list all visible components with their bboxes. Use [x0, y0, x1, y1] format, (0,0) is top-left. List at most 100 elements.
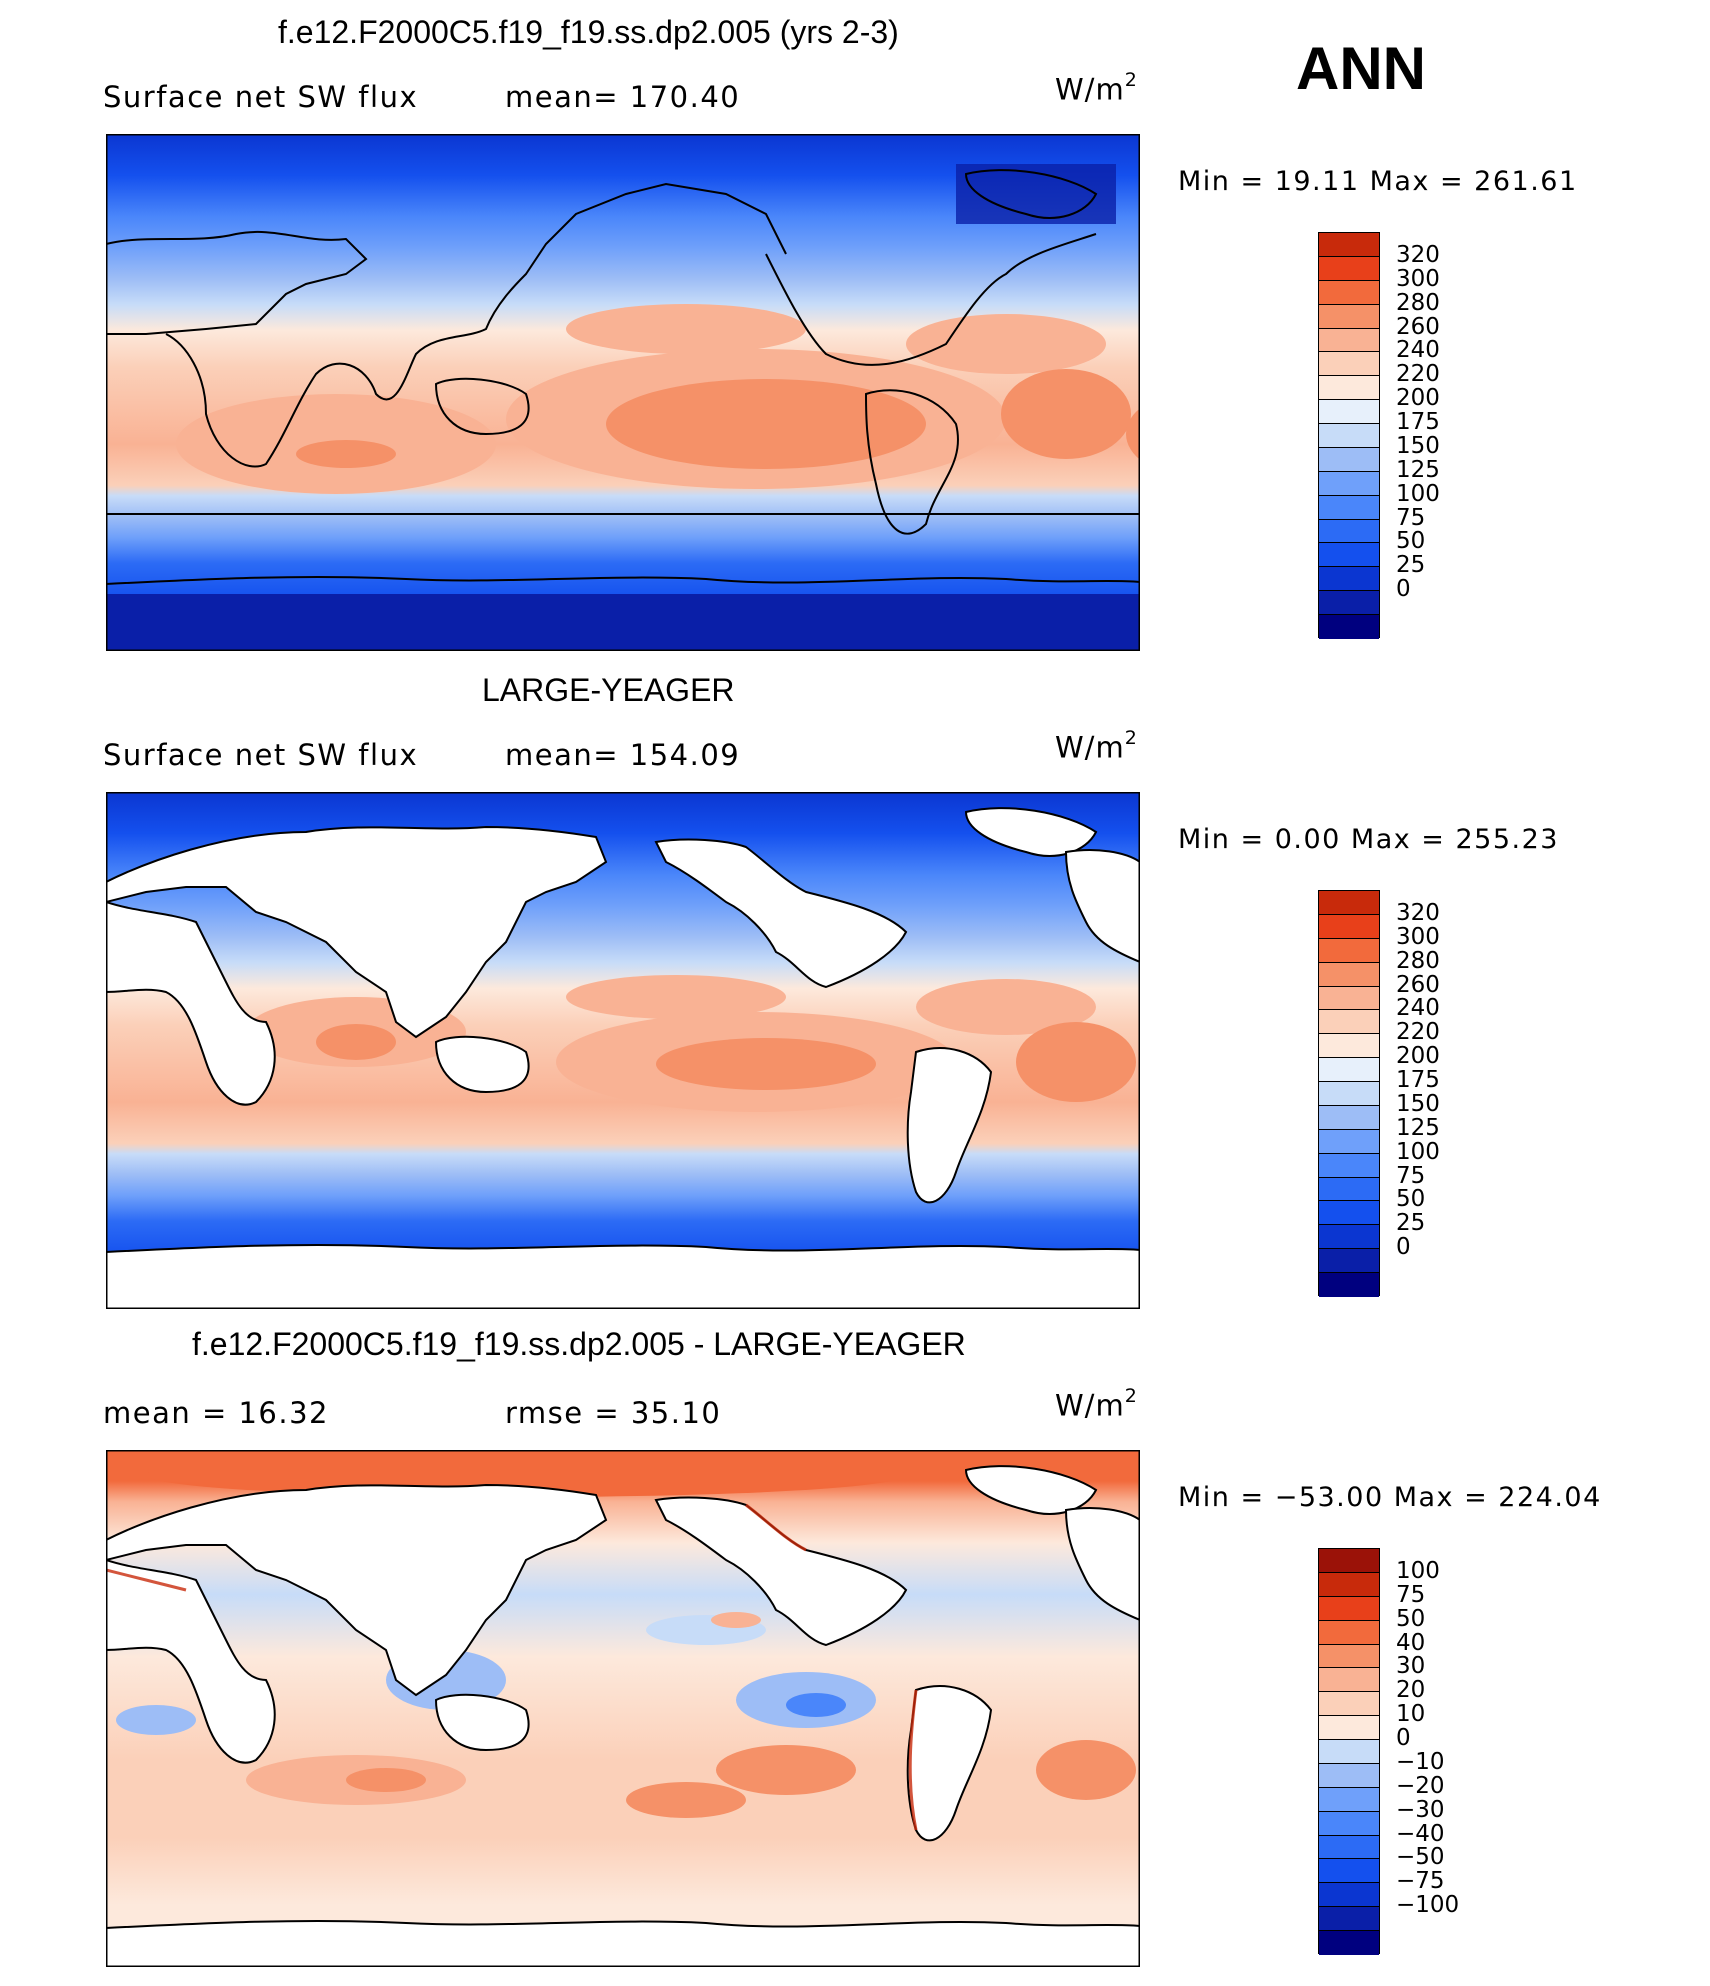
- colorbar-tick-label: 200: [1396, 1043, 1440, 1070]
- colorbar-segment: [1319, 615, 1379, 639]
- colorbar-tick-label: 40: [1396, 1629, 1426, 1656]
- colorbar-segment: [1319, 1811, 1379, 1836]
- colorbar-tick-label: −30: [1396, 1796, 1445, 1823]
- colorbar-segment: [1319, 567, 1379, 592]
- panel-1-map: [106, 134, 1140, 651]
- panel-3-rmse-label: rmse = 35.10: [505, 1396, 722, 1430]
- colorbar-tick-label: 100: [1396, 1557, 1440, 1584]
- colorbar-tick-label: −20: [1396, 1772, 1445, 1799]
- colorbar-segment: [1319, 1549, 1379, 1573]
- colorbar-segment: [1319, 1668, 1379, 1693]
- colorbar-tick-label: 320: [1396, 899, 1440, 926]
- colorbar-segment: [1319, 280, 1379, 305]
- panel-2-variable-label: Surface net SW flux: [103, 738, 419, 772]
- panel-1-title: f.e12.F2000C5.f19_f19.ss.dp2.005 (yrs 2-…: [278, 14, 899, 50]
- colorbar-tick-label: 10: [1396, 1701, 1426, 1728]
- panel-1-colorbar: [1318, 232, 1380, 639]
- colorbar-tick-label: 50: [1396, 1186, 1426, 1213]
- colorbar-segment: [1319, 1620, 1379, 1645]
- colorbar-segment: [1319, 1129, 1379, 1154]
- colorbar-tick-label: −40: [1396, 1820, 1445, 1847]
- colorbar-segment: [1319, 1763, 1379, 1788]
- colorbar-segment: [1319, 962, 1379, 987]
- colorbar-segment: [1319, 1273, 1379, 1297]
- colorbar-tick-label: 320: [1396, 241, 1440, 268]
- colorbar-segment: [1319, 1835, 1379, 1860]
- colorbar-segment: [1319, 495, 1379, 520]
- colorbar-segment: [1319, 447, 1379, 472]
- colorbar-segment: [1319, 1082, 1379, 1106]
- colorbar-tick-label: 50: [1396, 1605, 1426, 1632]
- panel-1-minmax: Min = 19.11 Max = 261.61: [1178, 166, 1578, 197]
- colorbar-tick-label: 125: [1396, 1114, 1440, 1141]
- panel-1-coastlines: [106, 169, 1140, 585]
- colorbar-tick-label: 75: [1396, 1581, 1426, 1608]
- colorbar-segment: [1319, 400, 1379, 424]
- colorbar-segment: [1319, 1907, 1379, 1931]
- panel-1-variable-label: Surface net SW flux: [103, 80, 419, 114]
- panel-2-title: LARGE-YEAGER: [482, 672, 735, 708]
- colorbar-segment: [1319, 376, 1379, 401]
- colorbar-segment: [1319, 304, 1379, 329]
- colorbar-tick-label: 25: [1396, 1210, 1426, 1237]
- panel-3-units: W/m2: [1055, 1385, 1138, 1423]
- colorbar-tick-label: 125: [1396, 456, 1440, 483]
- colorbar-tick-label: −75: [1396, 1868, 1445, 1895]
- colorbar-tick-label: 175: [1396, 409, 1440, 436]
- colorbar-segment: [1319, 1859, 1379, 1884]
- colorbar-tick-label: 150: [1396, 1090, 1440, 1117]
- panel-1-units: W/m2: [1055, 69, 1138, 107]
- colorbar-tick-label: 300: [1396, 923, 1440, 950]
- panel-2-land: [106, 807, 1140, 1309]
- colorbar-segment: [1319, 986, 1379, 1011]
- colorbar-segment: [1319, 1177, 1379, 1202]
- colorbar-tick-label: 0: [1396, 1725, 1411, 1752]
- colorbar-tick-label: 150: [1396, 432, 1440, 459]
- panel-2-minmax: Min = 0.00 Max = 255.23: [1178, 824, 1559, 855]
- colorbar-segment: [1319, 1740, 1379, 1764]
- colorbar-segment: [1319, 1716, 1379, 1740]
- colorbar-tick-label: 280: [1396, 289, 1440, 316]
- season-label: ANN: [1296, 35, 1426, 102]
- panel-2-map: [106, 792, 1140, 1309]
- colorbar-segment: [1319, 1225, 1379, 1250]
- colorbar-tick-label: 0: [1396, 576, 1411, 603]
- colorbar-tick-label: 220: [1396, 361, 1440, 388]
- colorbar-tick-label: −100: [1396, 1892, 1460, 1919]
- colorbar-tick-label: 220: [1396, 1019, 1440, 1046]
- colorbar-segment: [1319, 1058, 1379, 1082]
- colorbar-segment: [1319, 1883, 1379, 1908]
- panel-3-mean-label: mean = 16.32: [103, 1396, 329, 1430]
- colorbar-segment: [1319, 233, 1379, 257]
- colorbar-tick-label: 175: [1396, 1067, 1440, 1094]
- colorbar-segment: [1319, 1105, 1379, 1130]
- colorbar-segment: [1319, 519, 1379, 544]
- colorbar-segment: [1319, 543, 1379, 568]
- colorbar-tick-label: 100: [1396, 1138, 1440, 1165]
- colorbar-tick-label: 75: [1396, 504, 1426, 531]
- colorbar-segment: [1319, 256, 1379, 281]
- colorbar-tick-label: 300: [1396, 265, 1440, 292]
- colorbar-tick-label: 240: [1396, 995, 1440, 1022]
- panel-3-colorbar: [1318, 1548, 1380, 1955]
- colorbar-segment: [1319, 1644, 1379, 1669]
- colorbar-segment: [1319, 1787, 1379, 1812]
- colorbar-segment: [1319, 1201, 1379, 1226]
- colorbar-segment: [1319, 891, 1379, 915]
- colorbar-tick-label: 240: [1396, 337, 1440, 364]
- colorbar-tick-label: 0: [1396, 1234, 1411, 1261]
- colorbar-tick-label: 260: [1396, 971, 1440, 998]
- colorbar-tick-label: 50: [1396, 528, 1426, 555]
- colorbar-tick-label: 30: [1396, 1653, 1426, 1680]
- colorbar-segment: [1319, 1931, 1379, 1955]
- panel-2-units: W/m2: [1055, 727, 1138, 765]
- colorbar-segment: [1319, 1572, 1379, 1597]
- colorbar-segment: [1319, 591, 1379, 615]
- panel-1-mean-label: mean= 170.40: [505, 80, 741, 114]
- panel-2-colorbar: [1318, 890, 1380, 1297]
- colorbar-tick-label: 75: [1396, 1162, 1426, 1189]
- colorbar-tick-label: 25: [1396, 552, 1426, 579]
- panel-3-map: [106, 1450, 1140, 1967]
- colorbar-segment: [1319, 1010, 1379, 1035]
- panel-2-mean-label: mean= 154.09: [505, 738, 741, 772]
